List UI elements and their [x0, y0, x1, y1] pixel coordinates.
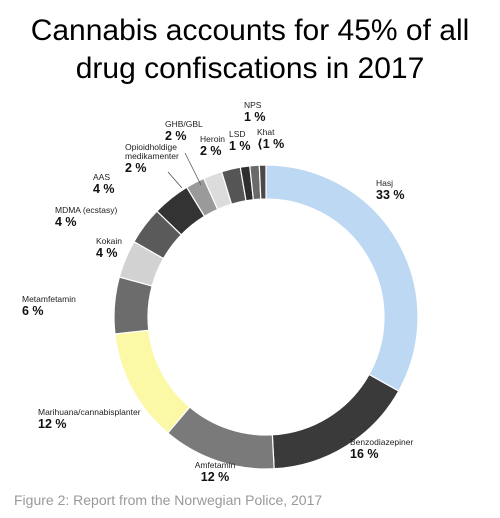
slice-percent-opioidholdige: 2 % [125, 161, 147, 175]
figure-caption: Figure 2: Report from the Norwegian Poli… [14, 492, 323, 508]
chart-title: Cannabis accounts for 45% of all drug co… [0, 12, 500, 88]
slice-percent-kokain: 4 % [96, 246, 118, 260]
slice-benzodiazepiner [271, 373, 400, 470]
slice-name-khat: Khat [257, 127, 275, 137]
slice-name-opioidholdige-2: medikamenter [125, 151, 179, 161]
slice-percent-lsd: 1 % [229, 139, 251, 153]
slice-name-metamfetamin: Metamfetamin [22, 294, 76, 304]
slice-name-kokain: Kokain [96, 236, 122, 246]
slice-percent-hasj: 33 % [376, 188, 405, 202]
slice-marihuana-cannabisplanter [114, 329, 191, 434]
slice-percent-aas: 4 % [93, 182, 115, 196]
slice-percent-amfetamin: 12 % [201, 470, 230, 484]
slice-name-mdma-ecstasy: MDMA (ecstasy) [55, 205, 118, 215]
slice-name-aas: AAS [93, 172, 110, 182]
slice-name-marihuana-cannabisplanter: Marihuana/cannabisplanter [38, 407, 141, 417]
slice-name-hasj: Hasj [376, 178, 393, 188]
slice-khat [258, 164, 267, 200]
slice-name-benzodiazepiner: Benzodiazepiner [350, 437, 413, 447]
slice-percent-khat: ⟨1 % [257, 137, 284, 151]
slice-name-lsd: LSD [229, 129, 246, 139]
slice-name-heroin: Heroin [200, 134, 225, 144]
leader-line-ghb-gbl [184, 152, 202, 186]
leader-line-opioidholdige [167, 171, 183, 189]
slice-name-nps: NPS [244, 100, 262, 110]
slice-percent-heroin: 2 % [200, 144, 222, 158]
slice-percent-nps: 1 % [244, 110, 266, 124]
chart-title-line-1: Cannabis accounts for 45% of all [30, 14, 470, 47]
slice-percent-benzodiazepiner: 16 % [350, 447, 379, 461]
chart-title-line-2: drug confiscations in 2017 [75, 52, 425, 85]
slice-name-ghb-gbl: GHB/GBL [165, 119, 203, 129]
slice-percent-marihuana-cannabisplanter: 12 % [38, 417, 67, 431]
slice-name-amfetamin: Amfetamin [195, 460, 236, 470]
slice-percent-metamfetamin: 6 % [22, 304, 44, 318]
slice-percent-ghb-gbl: 2 % [165, 129, 187, 143]
slice-name-opioidholdige-1: Opioidholdige [125, 142, 177, 152]
slice-percent-mdma-ecstasy: 4 % [55, 215, 77, 229]
slice-metamfetamin [113, 276, 153, 335]
